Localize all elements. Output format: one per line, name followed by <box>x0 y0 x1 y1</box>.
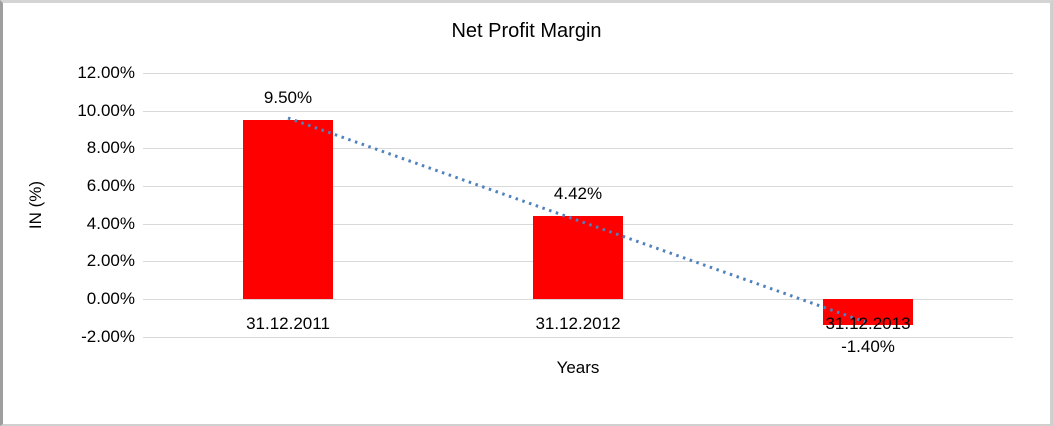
x-category-label: 31.12.2012 <box>535 314 621 333</box>
y-tick-label: 12.00% <box>77 63 135 82</box>
y-tick-label: 2.00% <box>86 251 135 270</box>
y-tick-label: -2.00% <box>81 327 135 346</box>
bar-data-label: 4.42% <box>553 184 603 203</box>
bar <box>533 216 623 299</box>
x-category-label: 31.12.2013 <box>825 314 911 333</box>
bar-data-label: -1.40% <box>841 337 895 356</box>
x-category-label: 31.12.2011 <box>246 314 330 333</box>
y-tick-label: 6.00% <box>86 176 135 195</box>
x-axis-title: Years <box>556 358 600 377</box>
gridline <box>143 186 1013 187</box>
y-tick-label: 8.00% <box>86 138 135 157</box>
chart-title: Net Profit Margin <box>451 20 602 42</box>
gridline <box>143 299 1013 300</box>
gridline <box>143 73 1013 74</box>
gridline <box>143 111 1013 112</box>
bar <box>243 120 333 299</box>
y-tick-label: 10.00% <box>77 101 135 120</box>
gridline <box>143 148 1013 149</box>
bar-data-label: 9.50% <box>263 88 313 107</box>
gridline <box>143 337 1013 338</box>
y-tick-label: 0.00% <box>86 289 135 308</box>
y-tick-label: 4.00% <box>86 214 135 233</box>
